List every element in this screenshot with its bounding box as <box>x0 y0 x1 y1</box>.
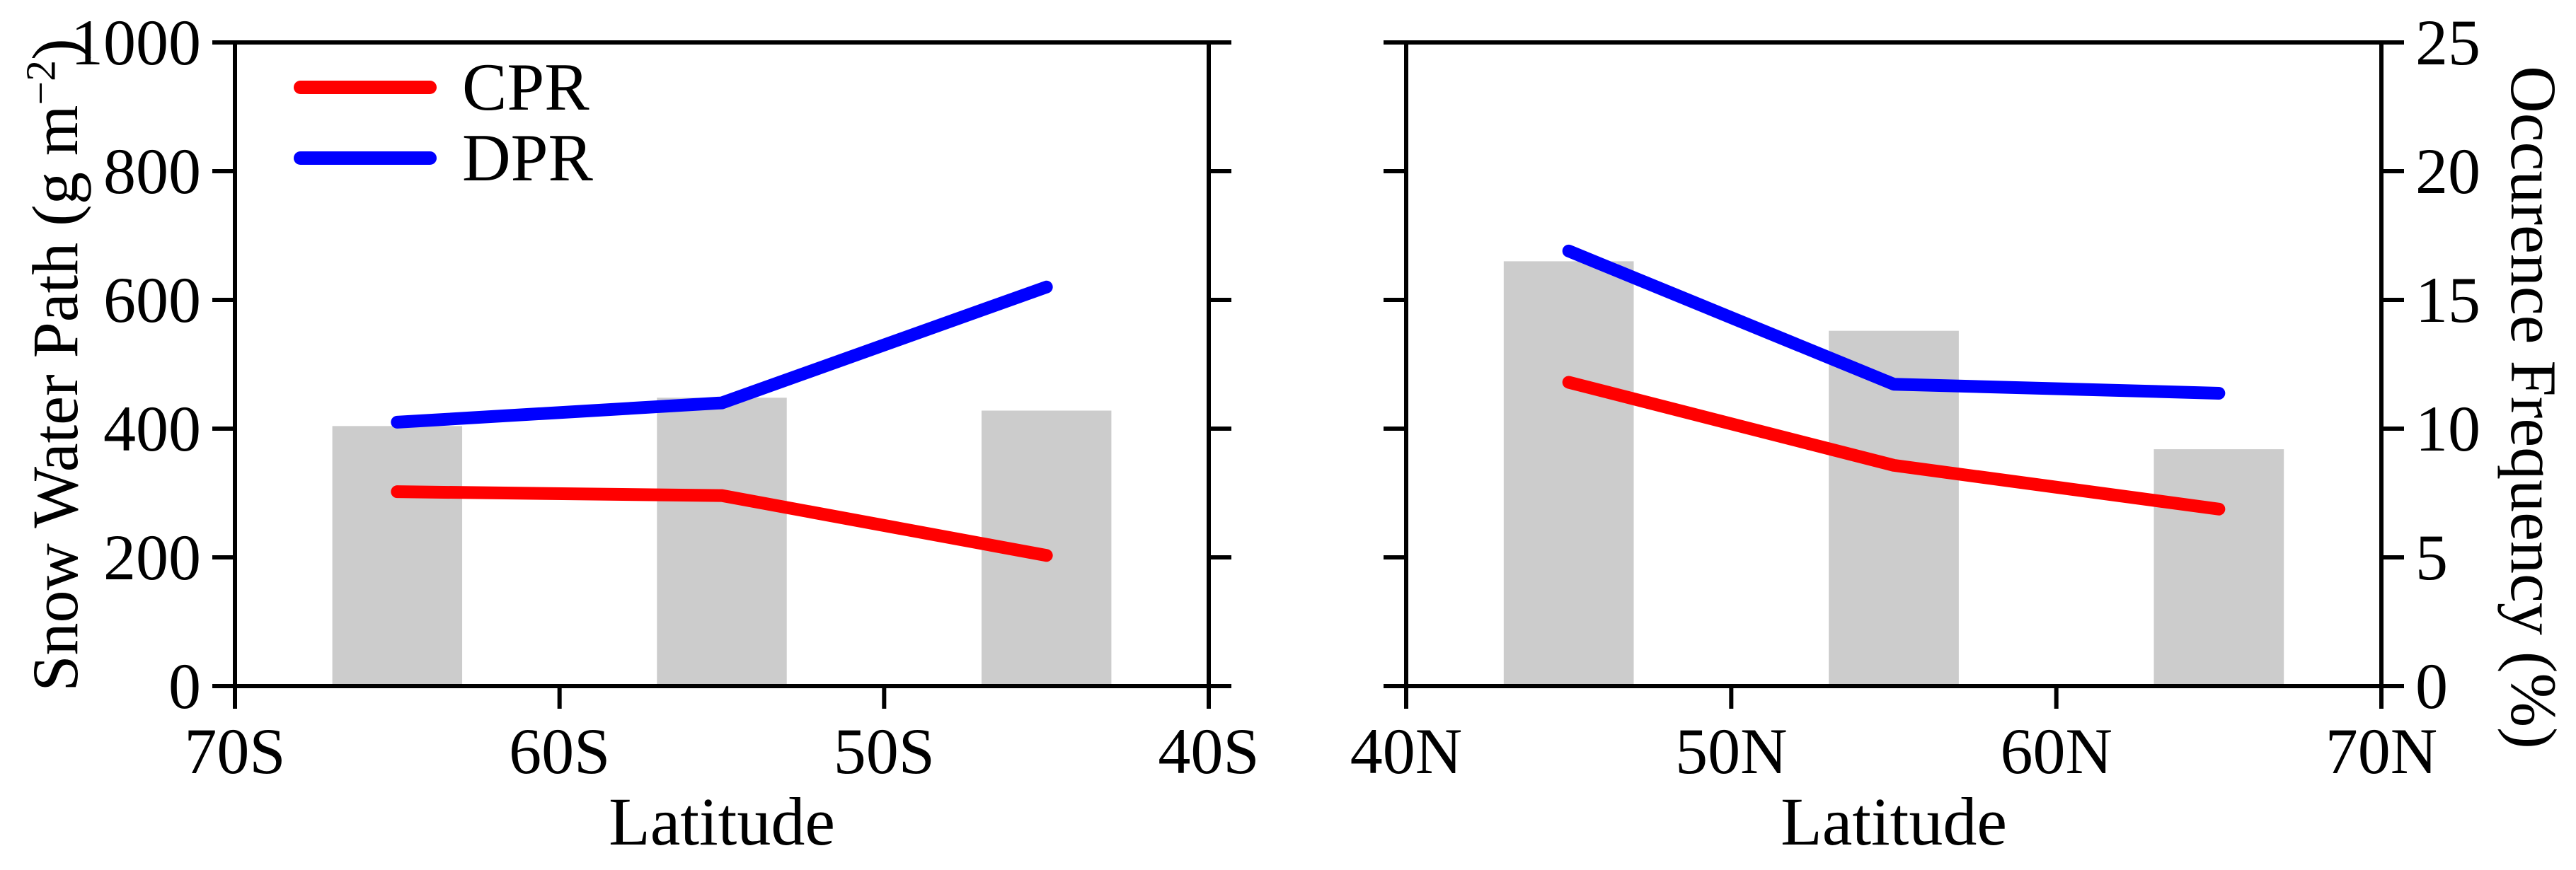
panel-southern-hemisphere: 0 200 400 600 800 1000 70S 60S 50S 40S <box>71 6 1260 787</box>
y-tick-label-frequency: 0 <box>2415 650 2448 722</box>
x-axis-label-right-panel: Latitude <box>1781 784 2007 859</box>
axes-frame <box>1404 40 2384 688</box>
x-tick-label-latitude: 50N <box>1675 715 1787 787</box>
x-axis-label-left-panel: Latitude <box>609 784 835 859</box>
x-tick-label-latitude: 60S <box>509 715 610 787</box>
legend-label-cpr: CPR <box>462 50 590 124</box>
legend-label-dpr: DPR <box>462 120 593 195</box>
occurrence-frequency-bar-65N <box>2154 449 2284 686</box>
x-tick-label-latitude: 50S <box>834 715 935 787</box>
axes-frame <box>233 40 1211 688</box>
x-tick-label-latitude: 40S <box>1158 715 1259 787</box>
y-tick-label-frequency: 10 <box>2415 393 2480 465</box>
y-tick-label-frequency: 25 <box>2415 6 2480 79</box>
x-tick-label-latitude: 70N <box>2325 715 2437 787</box>
ylabel-left-superscript: −2 <box>17 59 64 105</box>
y-tick-label-swp: 200 <box>103 521 201 593</box>
occurrence-frequency-bar-55S <box>657 398 787 686</box>
cpr-line-swatch <box>294 80 437 94</box>
ylabel-left-close: ) <box>19 38 91 60</box>
dpr-line-swatch <box>294 151 437 165</box>
y-axis-label-left: Snow Water Path (g m−2) <box>17 38 91 691</box>
legend-item-cpr: CPR <box>294 53 590 121</box>
x-tick-label-latitude: 60N <box>2000 715 2112 787</box>
y-tick-label-swp: 0 <box>168 650 201 722</box>
occurrence-frequency-bar-65S <box>332 426 463 686</box>
cpr-line <box>1562 376 2226 516</box>
y-tick-label-frequency: 15 <box>2415 264 2480 336</box>
y-tick-label-frequency: 5 <box>2415 521 2448 593</box>
occurrence-frequency-bar-45N <box>1503 261 1634 686</box>
ylabel-left-text: Snow Water Path (g m <box>19 105 91 692</box>
y-tick-label-swp: 600 <box>103 264 201 336</box>
legend-item-dpr: DPR <box>294 124 593 192</box>
dpr-line <box>391 280 1053 429</box>
x-tick-label-latitude: 70S <box>184 715 285 787</box>
y-tick-label-swp: 400 <box>103 393 201 465</box>
cpr-line <box>391 485 1053 562</box>
x-tick-label-latitude: 40N <box>1350 715 1462 787</box>
y-tick-label-frequency: 20 <box>2415 135 2480 207</box>
y-tick-label-swp: 1000 <box>71 6 201 79</box>
y-axis-label-right: Occurence Frequency (%) <box>2497 66 2570 749</box>
dpr-line <box>1562 244 2226 400</box>
panel-northern-hemisphere: 0 5 10 15 20 25 40N 50N 60N 70N <box>1350 6 2480 787</box>
y-tick-label-swp: 800 <box>103 135 201 207</box>
